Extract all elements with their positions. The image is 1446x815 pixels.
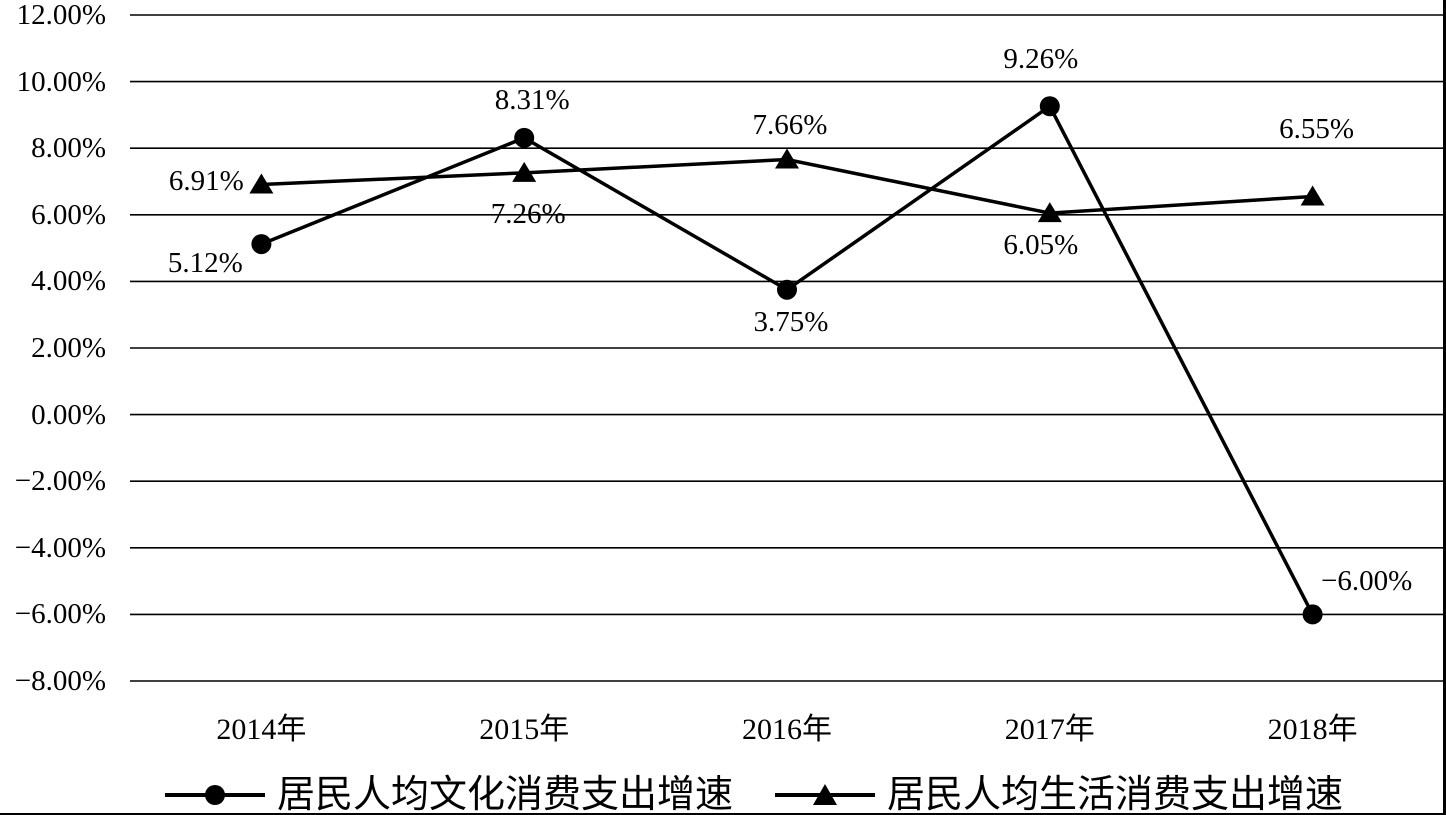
x-axis-tick-label: 2016年 [742, 713, 832, 746]
x-axis-tick-label: 2017年 [1004, 713, 1095, 746]
x-axis-tick-label: 2018年 [1267, 713, 1358, 746]
triangle-icon [813, 784, 838, 805]
y-axis-tick-label: −4.00% [14, 531, 106, 564]
figure-bottom-border [0, 813, 1446, 815]
triangle-marker [1300, 185, 1325, 206]
data-point-label: 6.05% [1003, 229, 1079, 262]
circle-marker [251, 234, 272, 255]
circle-marker [1039, 96, 1060, 117]
data-point-label: 7.66% [752, 108, 828, 141]
y-axis-tick-label: 4.00% [31, 265, 106, 298]
legend-item: 居民人均生活消费支出增速 [775, 776, 1343, 814]
legend-triangle-sample [775, 784, 876, 805]
legend: 居民人均文化消费支出增速 居民人均生活消费支出增速 [165, 776, 1343, 814]
triangle-marker [775, 148, 799, 169]
data-point-label: 5.12% [167, 247, 243, 280]
figure-right-border [1443, 0, 1446, 815]
data-point-label: 9.26% [1003, 43, 1079, 76]
y-axis-tick-label: 0.00% [31, 398, 106, 431]
data-point-label: −6.00% [1320, 565, 1413, 598]
y-axis-tick-label: −8.00% [14, 665, 106, 697]
series-line-1 [260, 103, 1315, 616]
data-point-label: 6.55% [1279, 113, 1355, 146]
y-axis-tick-label: −2.00% [14, 465, 106, 498]
legend-item: 居民人均文化消费支出增速 [165, 776, 733, 814]
y-axis-tick-label: −6.00% [14, 598, 106, 631]
triangle-marker [1037, 202, 1062, 223]
data-point-label: 6.91% [168, 165, 244, 198]
data-point-label: 8.31% [494, 83, 570, 116]
legend-circle-sample [165, 785, 265, 805]
y-axis-tick-label: 12.00% [16, 0, 106, 31]
y-axis-tick-label: 2.00% [31, 332, 106, 364]
x-axis-tick-label: 2014年 [216, 713, 307, 746]
circle-icon [205, 785, 225, 805]
y-axis-tick-label: 6.00% [31, 198, 106, 231]
data-point-label: 3.75% [753, 305, 829, 338]
legend-label: 居民人均文化消费支出增速 [277, 774, 734, 815]
circle-marker [777, 279, 797, 300]
circle-marker [1302, 604, 1323, 625]
circle-marker [514, 127, 535, 148]
y-axis-tick-label: 8.00% [31, 132, 106, 165]
triangle-marker [512, 161, 537, 182]
triangle-marker [249, 173, 274, 194]
legend-label: 居民人均生活消费支出增速 [887, 774, 1344, 815]
y-axis-tick-label: 10.00% [16, 65, 106, 98]
x-axis-tick-label: 2015年 [479, 713, 570, 746]
data-point-label: 7.26% [490, 197, 566, 230]
